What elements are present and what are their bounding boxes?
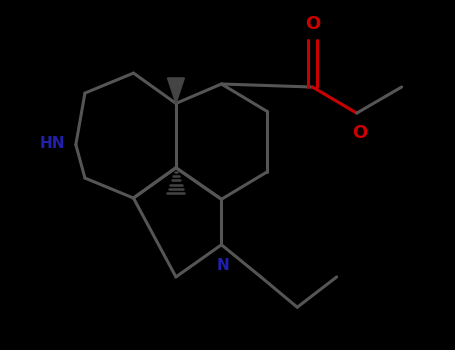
- Polygon shape: [167, 78, 184, 103]
- Text: O: O: [305, 15, 320, 33]
- Text: HN: HN: [40, 136, 65, 151]
- Text: O: O: [352, 124, 367, 142]
- Text: N: N: [216, 258, 229, 273]
